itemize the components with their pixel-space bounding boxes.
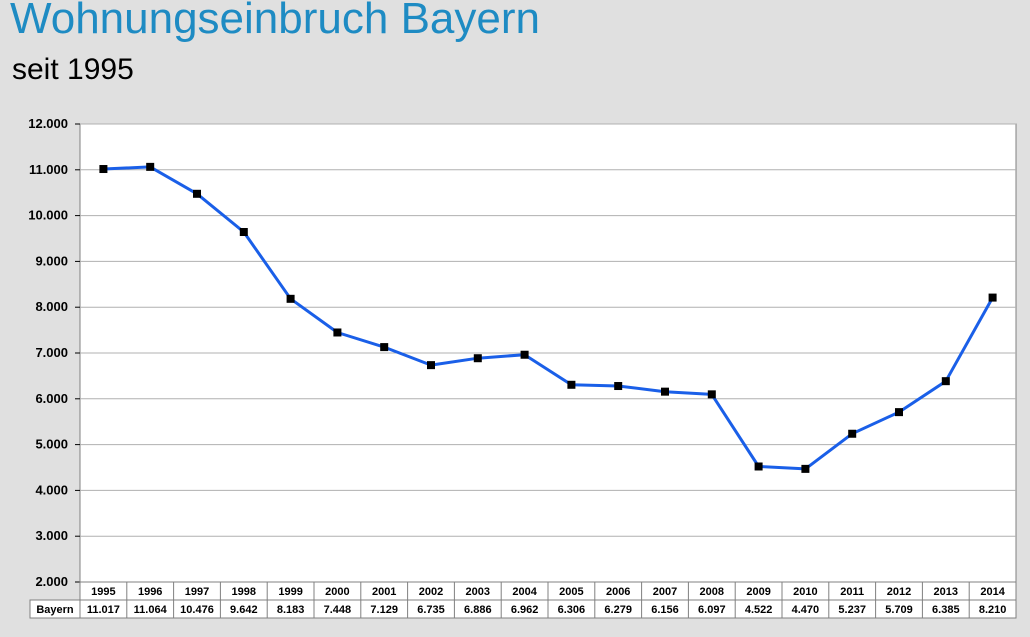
table-series-name: Bayern: [36, 604, 74, 616]
y-tick-label: 7.000: [35, 345, 68, 360]
x-tick-label: 2000: [325, 586, 349, 598]
data-label: 9.642: [230, 604, 258, 616]
data-label: 5.709: [885, 604, 913, 616]
data-label: 11.017: [87, 604, 120, 616]
series-line-bayern: [103, 165, 994, 471]
data-point-marker: [754, 462, 763, 471]
y-tick-label: 10.000: [28, 208, 68, 223]
y-tick-label: 11.000: [29, 162, 68, 177]
data-point-marker: [427, 361, 435, 370]
data-point-marker: [567, 380, 576, 389]
y-tick-label: 12.000: [28, 116, 68, 131]
x-tick-label: 2012: [887, 586, 911, 598]
data-point-marker: [520, 350, 529, 359]
x-tick-label: 2013: [934, 586, 958, 598]
data-label: 7.129: [370, 604, 398, 616]
y-tick-label: 2.000: [35, 574, 68, 589]
x-tick-label: 1999: [278, 586, 302, 598]
data-label: 6.886: [464, 604, 492, 616]
data-point-marker: [848, 429, 857, 438]
page-title: Wohnungseinbruch Bayern: [10, 0, 540, 43]
x-tick-label: 2011: [840, 586, 864, 598]
data-point-marker: [661, 387, 669, 396]
x-tick-label: 2009: [746, 586, 770, 598]
y-tick-label: 8.000: [35, 299, 68, 314]
x-tick-label: 1998: [232, 586, 256, 598]
data-label: 6.156: [651, 604, 679, 616]
x-tick-label: 2014: [980, 586, 1005, 598]
data-point-marker: [146, 162, 155, 171]
y-tick-label: 6.000: [35, 391, 68, 406]
x-tick-label: 2005: [559, 586, 583, 598]
data-point-marker: [988, 293, 997, 302]
data-point-marker: [286, 294, 295, 303]
x-tick-label: 2008: [700, 586, 724, 598]
y-tick-label: 4.000: [35, 482, 68, 497]
x-tick-label: 1997: [185, 586, 209, 598]
data-label: 6.097: [698, 604, 726, 616]
x-tick-label: 1996: [138, 586, 162, 598]
data-point-marker: [941, 377, 950, 386]
data-point-marker: [239, 227, 248, 236]
x-tick-label: 2004: [512, 586, 537, 598]
data-point-marker: [380, 343, 389, 352]
data-label: 6.385: [932, 604, 960, 616]
x-tick-label: 1995: [91, 586, 115, 598]
data-label: 6.962: [511, 604, 539, 616]
data-label: 5.237: [838, 604, 866, 616]
data-point-marker: [193, 189, 201, 198]
data-label: 11.064: [134, 604, 168, 616]
data-label: 4.522: [745, 604, 773, 616]
data-label: 7.448: [324, 604, 352, 616]
data-label: 8.183: [277, 604, 305, 616]
data-point-marker: [473, 354, 482, 363]
data-point-marker: [801, 464, 810, 473]
x-tick-label: 2003: [466, 586, 490, 598]
y-tick-label: 5.000: [35, 437, 68, 452]
data-label: 8.210: [979, 604, 1007, 616]
page-subtitle: seit 1995: [12, 53, 134, 86]
x-tick-label: 2002: [419, 586, 443, 598]
y-tick-label: 3.000: [35, 528, 68, 543]
data-label: 10.476: [180, 604, 214, 616]
x-tick-label: 2006: [606, 586, 630, 598]
data-point-marker: [333, 328, 342, 337]
y-tick-label: 9.000: [35, 253, 68, 268]
x-tick-label: 2001: [372, 586, 396, 598]
data-label: 6.306: [558, 604, 586, 616]
data-label: 6.735: [417, 604, 445, 616]
data-label: 6.279: [604, 604, 632, 616]
data-point-marker: [707, 390, 716, 399]
x-tick-label: 2007: [653, 586, 677, 598]
data-point-marker: [99, 165, 108, 174]
x-tick-label: 2010: [793, 586, 817, 598]
data-point-marker: [895, 408, 903, 417]
data-point-marker: [614, 382, 623, 391]
data-label: 4.470: [792, 604, 820, 616]
